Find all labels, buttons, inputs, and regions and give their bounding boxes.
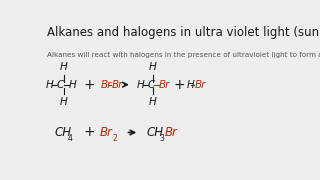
Text: 4: 4 [68, 134, 73, 143]
Text: 2: 2 [112, 134, 117, 143]
Text: Br: Br [165, 126, 178, 139]
Text: CH: CH [55, 126, 72, 139]
Text: H: H [60, 62, 68, 72]
Text: +: + [84, 125, 95, 140]
Text: H: H [68, 80, 76, 90]
Text: Alkanes and halogens in ultra violet light (sunlight): Alkanes and halogens in ultra violet lig… [47, 26, 320, 39]
Text: H: H [149, 62, 157, 72]
Text: H: H [186, 80, 194, 90]
Text: 3: 3 [160, 134, 165, 143]
Text: Alkanes will react with halogens in the presence of ultraviolet light to form a : Alkanes will react with halogens in the … [47, 52, 320, 58]
Text: H: H [149, 97, 157, 107]
Text: Br: Br [100, 126, 112, 139]
Text: Br: Br [159, 80, 171, 90]
Text: CH: CH [147, 126, 164, 139]
Text: +: + [173, 78, 185, 92]
Text: C: C [57, 80, 64, 90]
Text: H: H [137, 80, 144, 90]
Text: Br: Br [101, 80, 112, 90]
Text: C: C [148, 80, 155, 90]
Text: +: + [84, 78, 95, 92]
Text: Br: Br [194, 80, 206, 90]
Text: H: H [60, 97, 68, 107]
Text: H: H [45, 80, 53, 90]
Text: Br: Br [111, 80, 123, 90]
